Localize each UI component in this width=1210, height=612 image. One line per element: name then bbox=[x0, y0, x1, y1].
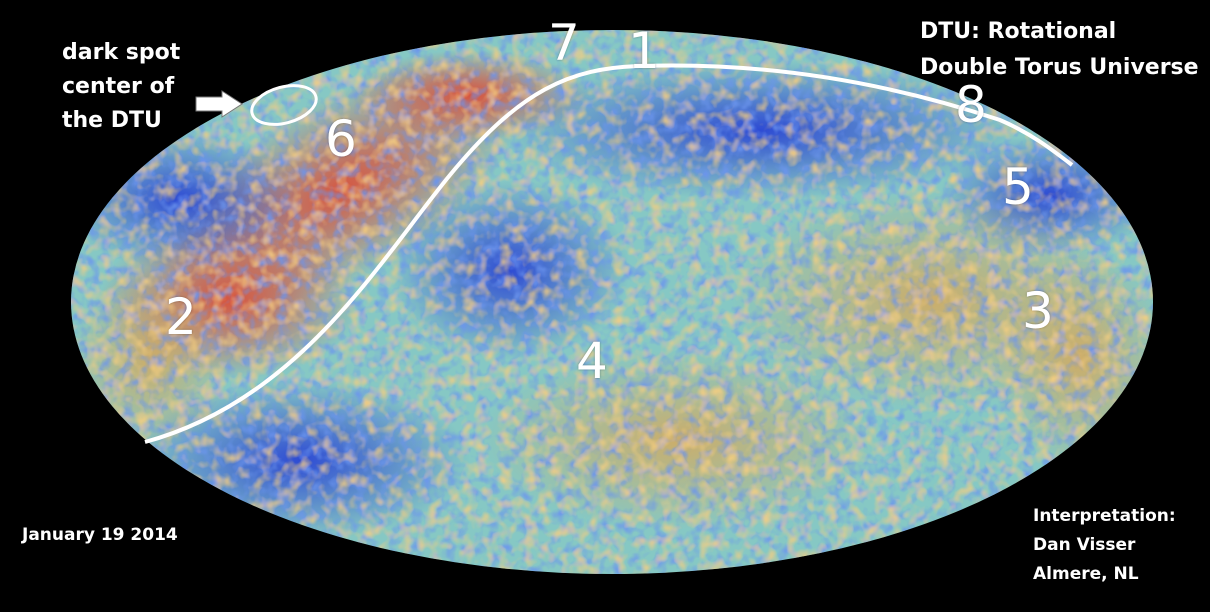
region-number-6: 6 bbox=[325, 110, 357, 168]
date-label: January 19 2014 bbox=[22, 525, 178, 545]
caption-line: center of bbox=[62, 74, 175, 99]
region-number-1: 1 bbox=[628, 22, 660, 80]
caption-line: the DTU bbox=[62, 108, 162, 133]
credit-caption: Interpretation: Dan Visser Almere, NL bbox=[1033, 502, 1176, 589]
title-line: Double Torus Universe bbox=[920, 55, 1199, 80]
boundary-curve bbox=[144, 63, 1074, 444]
credit-line: Almere, NL bbox=[1033, 564, 1139, 584]
credit-line: Dan Visser bbox=[1033, 535, 1136, 555]
dark-spot-marker bbox=[250, 84, 318, 126]
region-number-3: 3 bbox=[1022, 282, 1054, 340]
region-number-8: 8 bbox=[955, 76, 987, 134]
title-line: DTU: Rotational bbox=[920, 19, 1117, 44]
region-number-4: 4 bbox=[576, 332, 608, 390]
arrow-right-icon bbox=[195, 90, 243, 118]
dark-spot-caption: dark spot center of the DTU bbox=[62, 36, 180, 138]
figure-title: DTU: Rotational Double Torus Universe bbox=[920, 14, 1199, 86]
region-number-2: 2 bbox=[165, 288, 197, 346]
region-number-5: 5 bbox=[1002, 158, 1034, 216]
region-number-7: 7 bbox=[548, 14, 580, 72]
credit-line: Interpretation: bbox=[1033, 506, 1176, 526]
map-fill bbox=[71, 30, 1153, 574]
caption-line: dark spot bbox=[62, 40, 181, 65]
